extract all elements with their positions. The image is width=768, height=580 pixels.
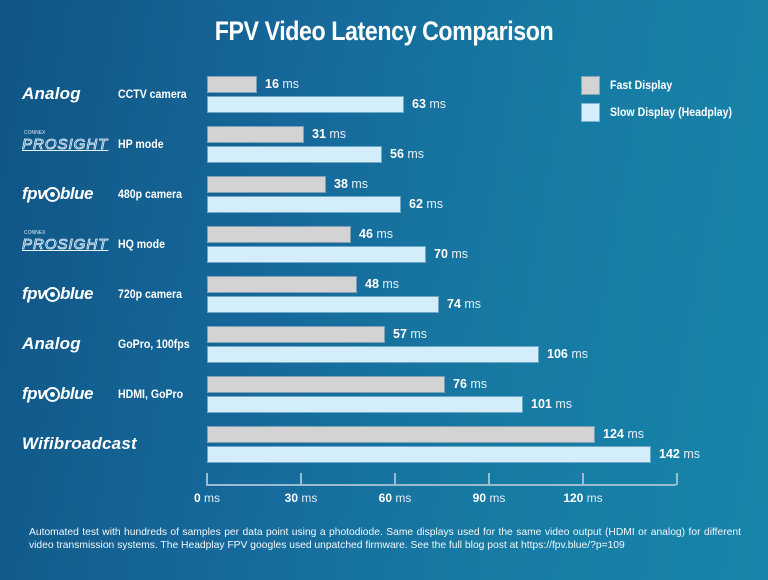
value-label-slow: 101 ms: [531, 397, 572, 411]
brand-logo: PROSIGHT CONNEX: [22, 124, 108, 164]
brand-logo: Analog: [22, 324, 81, 364]
fpvblue-target-icon: [45, 286, 60, 302]
bar-fast: [207, 226, 351, 243]
row-config-label: CCTV camera: [118, 87, 187, 101]
brand-logo: fpv blue: [22, 374, 93, 414]
value-label-slow: 70 ms: [434, 247, 469, 261]
legend: Fast Display Slow Display (Headplay): [581, 74, 749, 128]
value-label-fast: 124 ms: [603, 427, 644, 441]
x-axis-tick-label: 30 ms: [284, 491, 318, 505]
value-label-slow: 106 ms: [547, 347, 588, 361]
value-label-fast: 31 ms: [312, 127, 347, 141]
prosight-logo-subtext: CONNEX: [24, 229, 46, 236]
brand-logo: fpv blue: [22, 274, 93, 314]
value-label-slow: 62 ms: [409, 197, 444, 211]
row-label: fpv blue 720p camera: [0, 274, 205, 314]
bar-slow: [207, 396, 523, 413]
brand-logo: PROSIGHT CONNEX: [22, 224, 108, 264]
bar-slow: [207, 296, 439, 313]
row-config-label: 480p camera: [118, 187, 183, 201]
bar-slow: [207, 196, 401, 213]
legend-swatch-fast: [581, 75, 600, 95]
value-label-slow: 56 ms: [390, 147, 425, 161]
row-label: fpv blue HDMI, GoPro: [0, 374, 205, 414]
brand-logo: Wifibroadcast: [22, 424, 137, 464]
row-config-label: GoPro, 100fps: [118, 337, 190, 351]
value-label-fast: 57 ms: [393, 327, 428, 341]
bar-slow: [207, 246, 426, 263]
fpvblue-logo: fpv blue: [22, 184, 93, 203]
legend-swatch-slow: [581, 102, 600, 122]
x-axis-tick: [206, 473, 208, 485]
fpvblue-logo: fpv blue: [22, 384, 93, 403]
value-label-slow: 142 ms: [659, 447, 700, 461]
bar-fast: [207, 276, 357, 293]
x-axis-tick: [488, 473, 490, 485]
brand-name: Analog: [22, 84, 81, 103]
value-label-fast: 48 ms: [365, 277, 400, 291]
x-axis-tick: [394, 473, 396, 485]
footnote: Automated test with hundreds of samples …: [29, 527, 741, 551]
bar-slow: [207, 96, 404, 113]
row-config-label: HDMI, GoPro: [118, 387, 184, 401]
x-axis-tick-label: 60 ms: [378, 491, 412, 505]
prosight-logo: PROSIGHT CONNEX: [22, 129, 109, 153]
legend-label-slow: Slow Display (Headplay): [610, 105, 733, 119]
prosight-logo: PROSIGHT CONNEX: [22, 229, 109, 253]
x-axis-tick: [582, 473, 584, 485]
bar-fast: [207, 76, 257, 93]
bar-fast: [207, 176, 326, 193]
value-label-slow: 74 ms: [447, 297, 482, 311]
row-config-label: 720p camera: [118, 287, 183, 301]
row-config-label: HQ mode: [118, 237, 165, 251]
value-label-fast: 46 ms: [359, 227, 394, 241]
row-label: PROSIGHT CONNEX HP mode: [0, 124, 205, 164]
bar-slow: [207, 346, 539, 363]
fpvblue-target-icon: [45, 186, 60, 202]
row-label: Analog CCTV camera: [0, 74, 205, 114]
x-axis-tick-label: 0 ms: [193, 491, 221, 505]
brand-logo: fpv blue: [22, 174, 93, 214]
row-label: Analog GoPro, 100fps: [0, 324, 205, 364]
chart-title: FPV Video Latency Comparison: [214, 16, 554, 46]
value-label-fast: 76 ms: [453, 377, 488, 391]
bar-fast: [207, 126, 304, 143]
row-label: PROSIGHT CONNEX HQ mode: [0, 224, 205, 264]
row-label: Wifibroadcast: [0, 424, 205, 464]
x-axis-tick: [676, 473, 678, 485]
brand-name: Wifibroadcast: [22, 434, 137, 453]
bar-fast: [207, 326, 385, 343]
legend-label-fast: Fast Display: [610, 78, 673, 92]
legend-item-fast: Fast Display: [581, 74, 749, 96]
bar-slow: [207, 446, 651, 463]
x-axis-tick-label: 120 ms: [563, 491, 603, 505]
fpvblue-logo: fpv blue: [22, 284, 93, 303]
row-config-label: HP mode: [118, 137, 164, 151]
value-label-fast: 38 ms: [334, 177, 369, 191]
bar-slow: [207, 146, 382, 163]
bar-fast: [207, 426, 595, 443]
legend-item-slow: Slow Display (Headplay): [581, 101, 749, 123]
x-axis-tick-label: 90 ms: [472, 491, 506, 505]
x-axis-line: [206, 484, 676, 486]
brand-logo: Analog: [22, 74, 81, 114]
value-label-fast: 16 ms: [265, 77, 300, 91]
fpvblue-target-icon: [45, 386, 60, 402]
x-axis-tick: [300, 473, 302, 485]
brand-name: Analog: [22, 334, 81, 353]
row-label: fpv blue 480p camera: [0, 174, 205, 214]
bar-fast: [207, 376, 445, 393]
value-label-slow: 63 ms: [412, 97, 447, 111]
prosight-logo-subtext: CONNEX: [24, 129, 46, 136]
